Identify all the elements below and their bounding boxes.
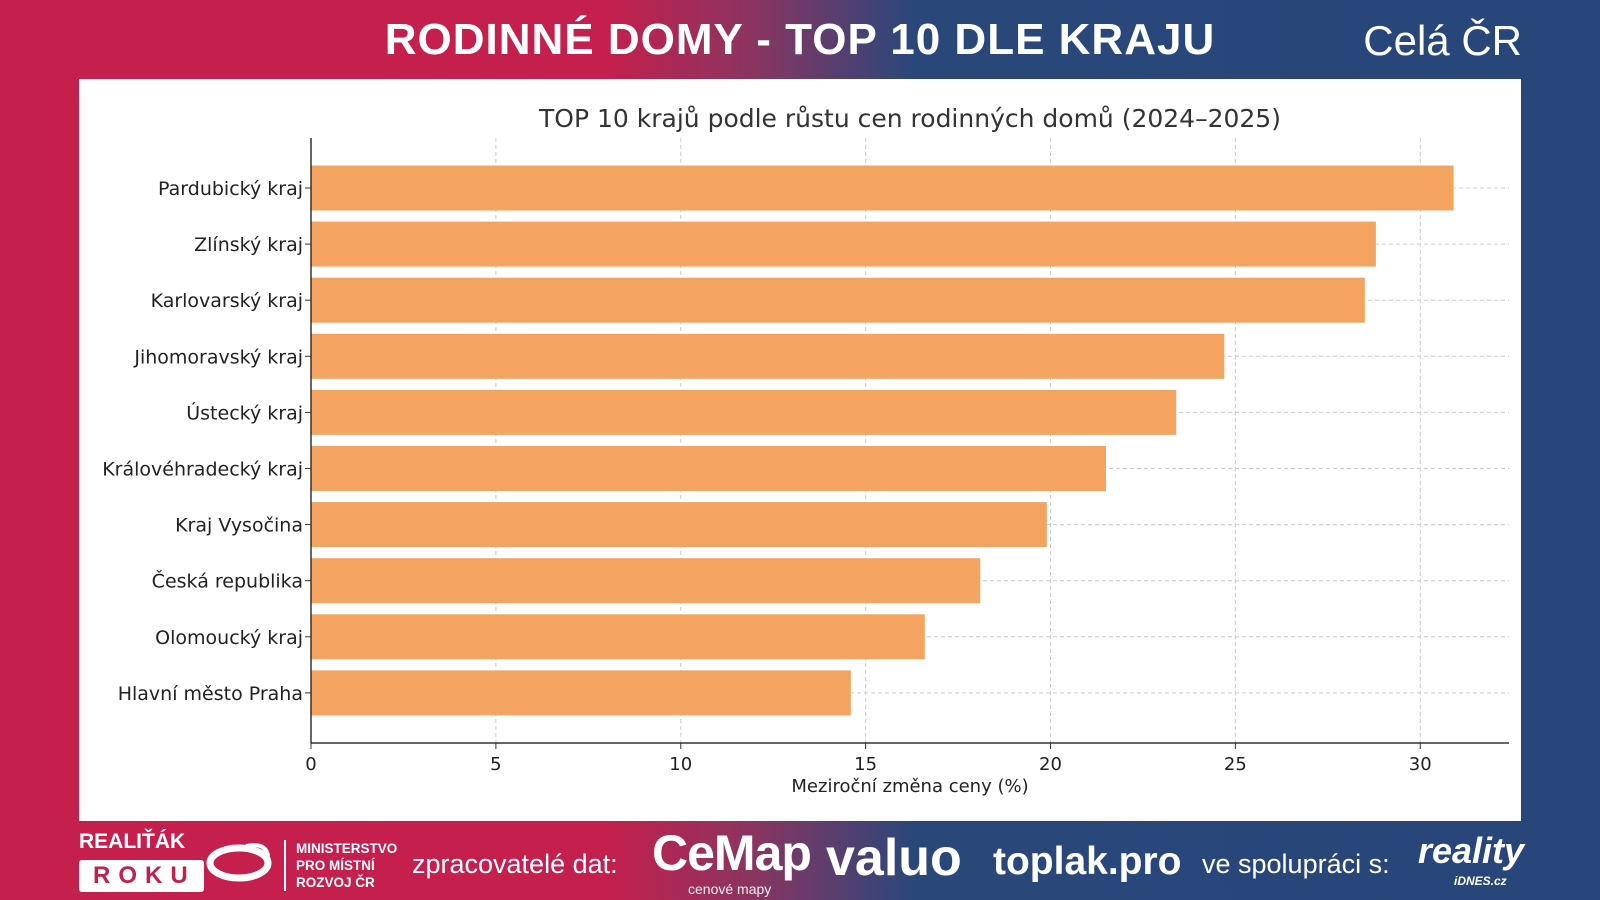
ministry-logo-icon — [206, 843, 272, 882]
bar — [311, 389, 1177, 435]
bar — [311, 333, 1225, 379]
y-tick-label: Hlavní město Praha — [118, 683, 303, 705]
idnes-label: iDNES.cz — [1454, 874, 1507, 888]
footer: REALIŤÁK ROKU MINISTERSTVO PRO MÍSTNÍ RO… — [0, 826, 1600, 900]
bar — [311, 165, 1454, 211]
x-tick-label: 10 — [669, 754, 692, 775]
y-tick-label: Karlovarský kraj — [151, 290, 303, 312]
roku-badge: ROKU — [79, 860, 204, 892]
y-tick-label: Olomoucký kraj — [155, 627, 303, 649]
ministry-name: MINISTERSTVO PRO MÍSTNÍ ROZVOJ ČR — [284, 840, 397, 891]
y-tick-label: Pardubický kraj — [158, 178, 303, 200]
bar — [311, 558, 981, 604]
x-axis-label: Meziroční změna ceny (%) — [791, 776, 1028, 797]
page-title: RODINNÉ DOMY - TOP 10 DLE KRAJU — [384, 15, 1216, 64]
realitak-logo-text: REALIŤÁK — [79, 830, 186, 853]
x-tick-label: 25 — [1224, 754, 1247, 775]
y-tick-label: Ústecký kraj — [186, 400, 303, 424]
x-tick-label: 15 — [854, 754, 877, 775]
cemap-subtitle: cenové mapy — [688, 881, 772, 897]
bar — [311, 502, 1047, 548]
y-tick-label: Jihomoravský kraj — [133, 346, 303, 368]
y-tick-label: Kraj Vysočina — [175, 515, 303, 537]
valuo-logo: valuo — [826, 829, 962, 887]
bar — [311, 277, 1365, 323]
y-tick-label: Česká republika — [152, 569, 303, 593]
cemap-logo: CeMap — [652, 825, 812, 881]
x-tick-label: 20 — [1039, 754, 1062, 775]
ministry-line: PRO MÍSTNÍ — [296, 858, 375, 873]
ministry-line: ROZVOJ ČR — [296, 875, 375, 890]
x-tick-label: 0 — [305, 754, 316, 775]
processors-label: zpracovatelé dat: — [412, 849, 618, 879]
y-tick-label: Královéhradecký kraj — [102, 459, 303, 481]
bar — [311, 614, 925, 660]
ministry-line: MINISTERSTVO — [296, 841, 398, 856]
bar — [311, 670, 851, 716]
bar — [311, 221, 1376, 267]
toplak-logo: toplak.pro — [993, 840, 1182, 883]
x-tick-label: 5 — [490, 754, 501, 775]
bar — [311, 446, 1106, 491]
chart-title: TOP 10 krajů podle růstu cen rodinných d… — [538, 104, 1281, 133]
reality-idnes-logo: reality — [1418, 830, 1525, 871]
y-tick-label: Zlínský kraj — [194, 234, 303, 256]
scope-label: Celá ČR — [1363, 17, 1522, 64]
x-tick-label: 30 — [1409, 754, 1432, 775]
cooperation-label: ve spolupráci s: — [1202, 849, 1390, 879]
